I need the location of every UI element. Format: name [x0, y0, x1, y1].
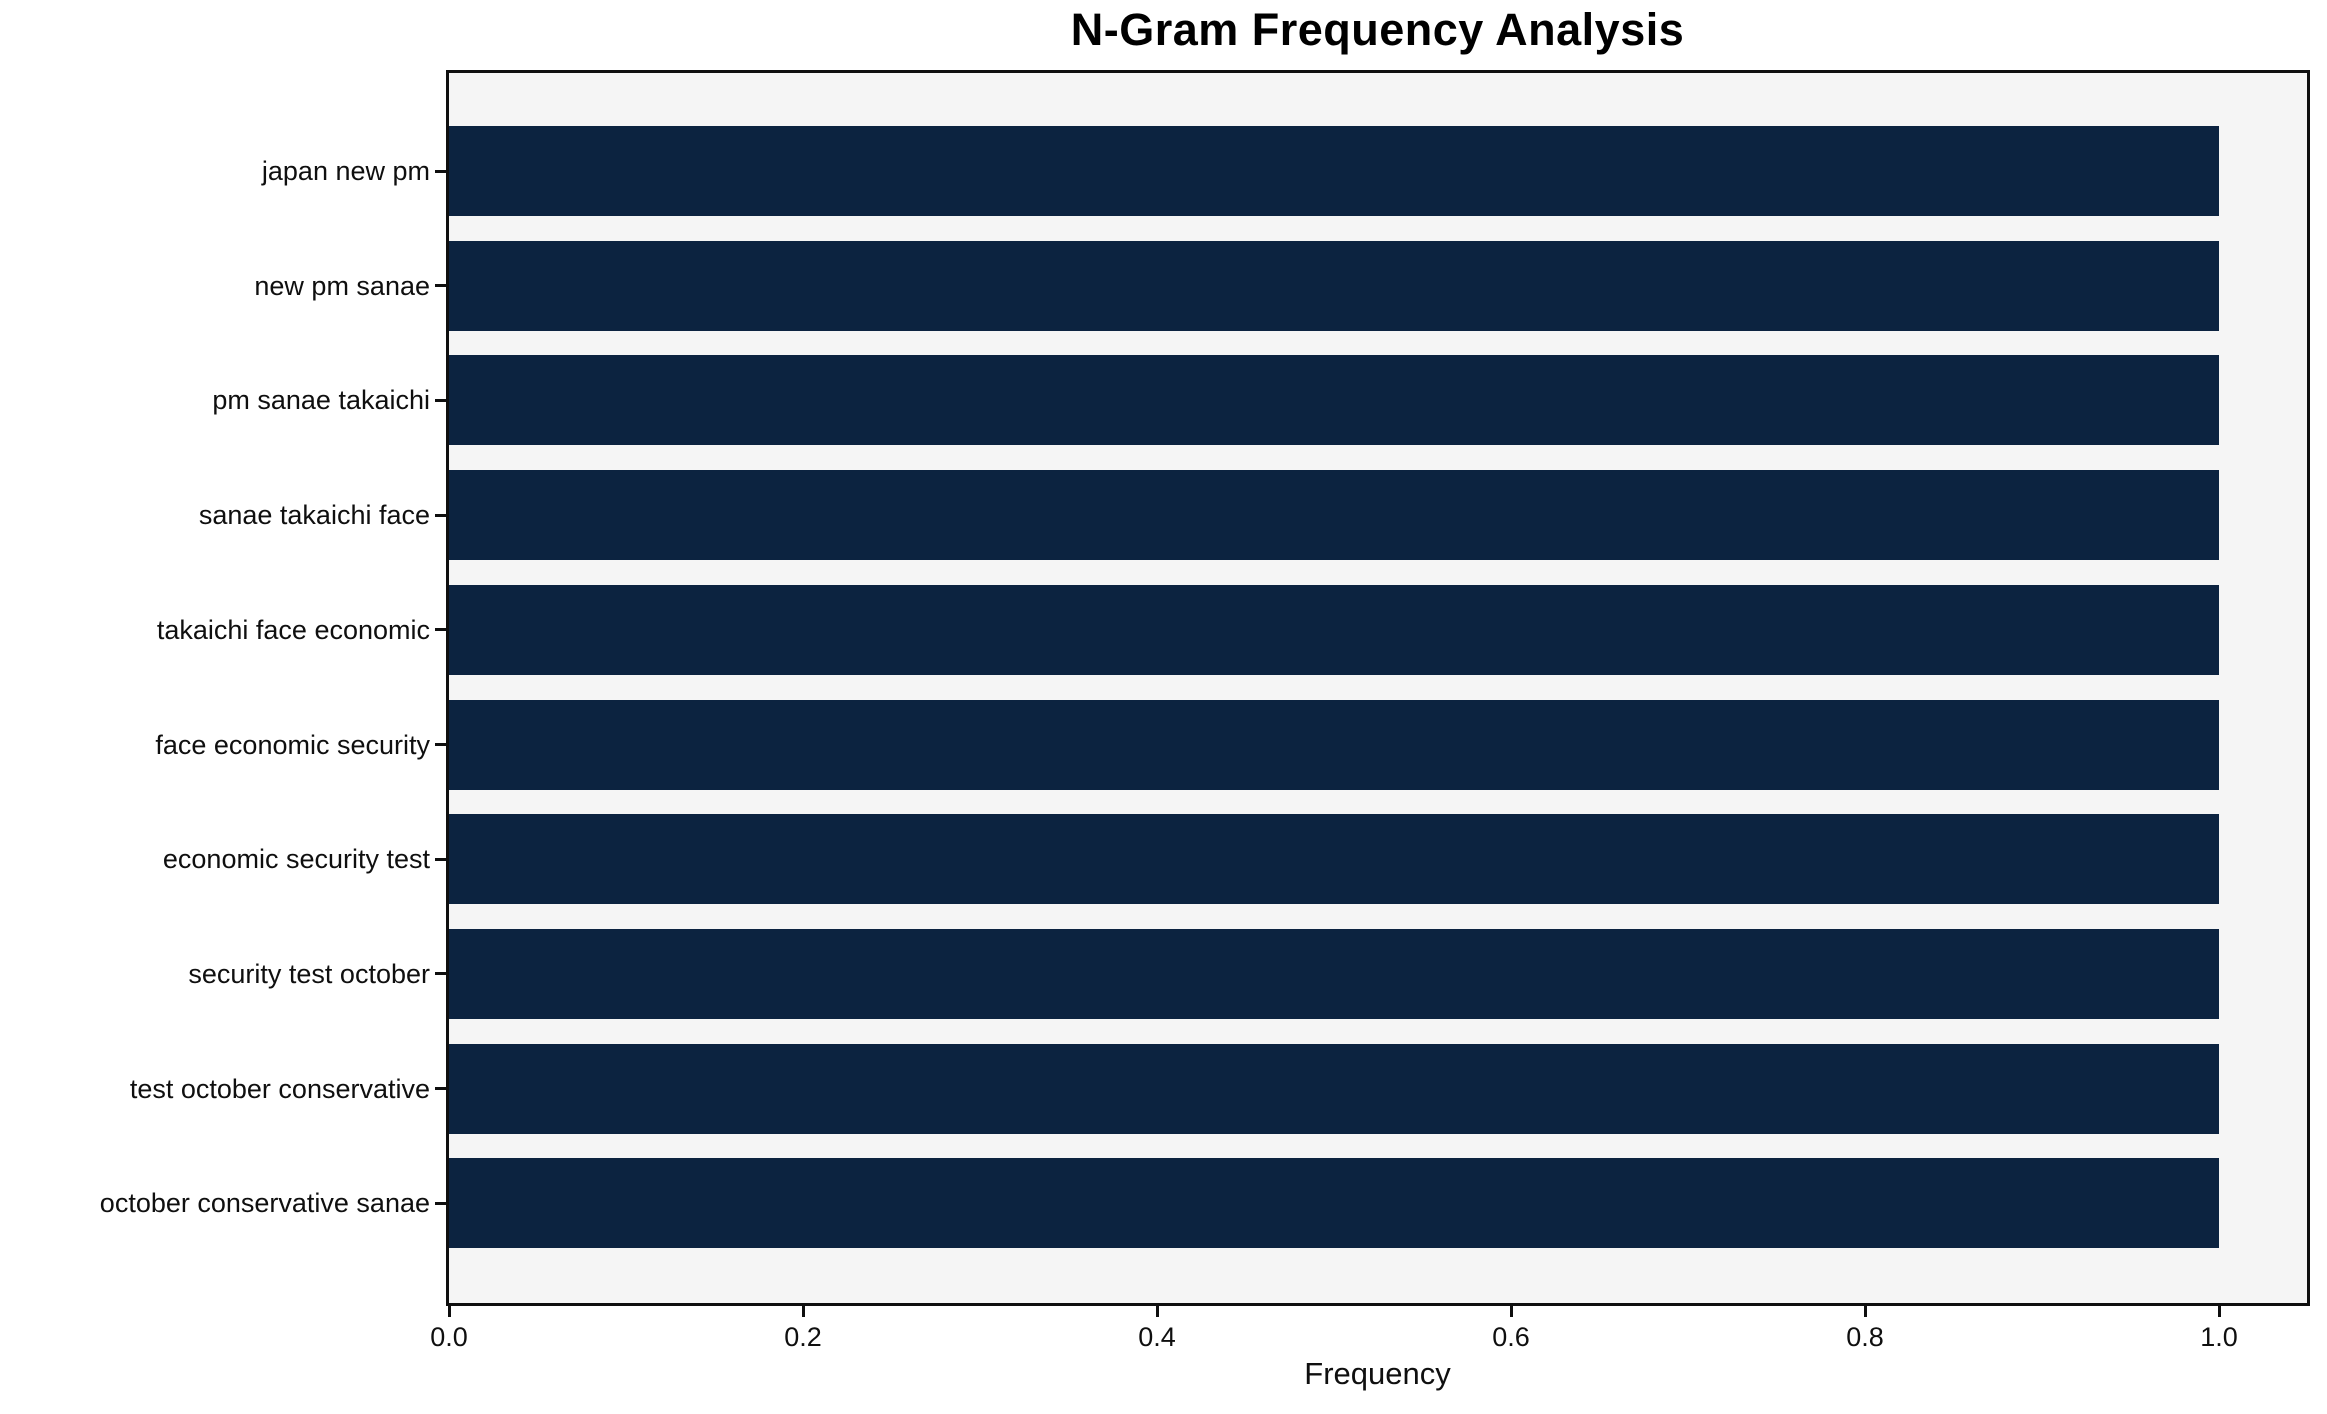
y-tick-mark: [435, 514, 446, 517]
y-tick-label: october conservative sanae: [99, 1188, 430, 1218]
y-tick-label: pm sanae takaichi: [212, 385, 430, 415]
y-tick-label: new pm sanae: [254, 271, 430, 301]
y-tick-mark: [435, 284, 446, 287]
y-tick-label: face economic security: [155, 730, 430, 760]
y-tick-mark: [435, 743, 446, 746]
bar: [449, 1158, 2219, 1248]
y-tick-mark: [435, 399, 446, 402]
x-axis-label: Frequency: [1304, 1356, 1451, 1391]
y-tick-label: economic security test: [162, 844, 430, 874]
chart-title: N-Gram Frequency Analysis: [1070, 4, 1685, 55]
bar: [449, 929, 2219, 1019]
x-tick-mark: [1510, 1306, 1513, 1317]
y-tick-label: sanae takaichi face: [198, 500, 430, 530]
y-tick-mark: [435, 858, 446, 861]
x-tick-mark: [2218, 1306, 2221, 1317]
y-tick-mark: [435, 628, 446, 631]
bar: [449, 470, 2219, 560]
x-tick-label: 0.6: [1492, 1322, 1530, 1352]
y-tick-label: takaichi face economic: [156, 615, 430, 645]
bar: [449, 241, 2219, 331]
bar: [449, 585, 2219, 675]
bar: [449, 355, 2219, 445]
bar: [449, 814, 2219, 904]
plot-area: [446, 70, 2310, 1306]
x-tick-label: 0.4: [1138, 1322, 1176, 1352]
x-tick-mark: [1864, 1306, 1867, 1317]
x-tick-mark: [802, 1306, 805, 1317]
bar: [449, 700, 2219, 790]
y-tick-mark: [435, 972, 446, 975]
x-tick-label: 0.0: [430, 1322, 468, 1352]
bar: [449, 1044, 2219, 1134]
x-tick-label: 0.8: [1846, 1322, 1884, 1352]
y-tick-label: japan new pm: [261, 156, 430, 186]
y-tick-mark: [435, 1202, 446, 1205]
y-tick-mark: [435, 1087, 446, 1090]
x-tick-mark: [448, 1306, 451, 1317]
y-tick-label: test october conservative: [129, 1074, 430, 1104]
y-tick-label: security test october: [188, 959, 430, 989]
y-tick-mark: [435, 170, 446, 173]
x-tick-label: 1.0: [2200, 1322, 2238, 1352]
x-tick-label: 0.2: [784, 1322, 822, 1352]
bar: [449, 126, 2219, 216]
x-tick-mark: [1156, 1306, 1159, 1317]
